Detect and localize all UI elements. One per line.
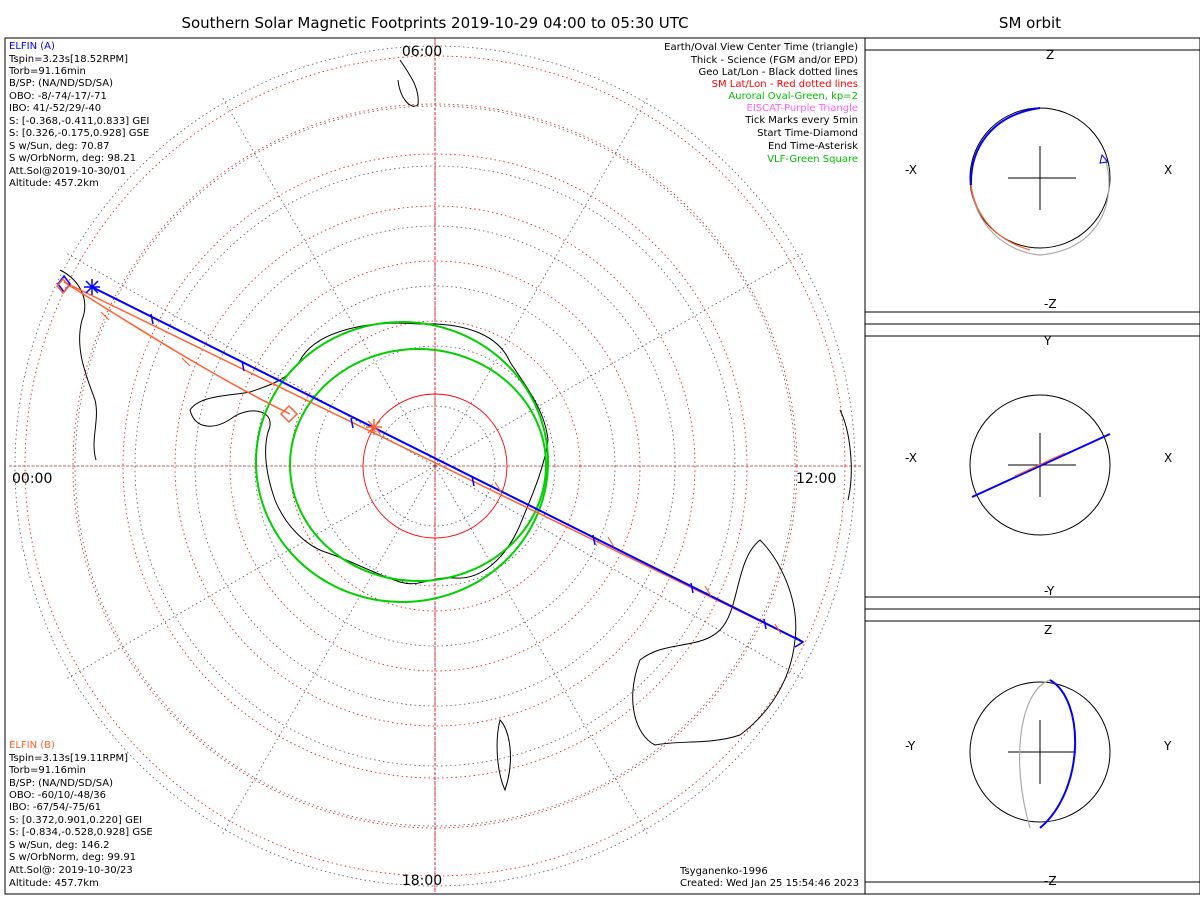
elfin-b-start-diamond (56, 277, 70, 295)
elfin-b-line: Altitude: 457.7km (9, 878, 99, 889)
elfin-a-line: Tspin=3.23s[18.52RPM] (8, 54, 128, 65)
mlt-label-top: 06:00 (402, 44, 442, 60)
elfin-a-end-asterisk (84, 279, 100, 295)
elfin-a-line: IBO: 41/-52/29/-40 (9, 103, 101, 114)
axis-label-left: -Y (905, 739, 916, 753)
legend: Earth/Oval View Center Time (triangle) T… (664, 42, 858, 165)
orbit-panel-yz: Z -Z -Y Y (865, 620, 1200, 888)
axis-label-bottom: -Z (1044, 874, 1057, 888)
earth-circle (969, 394, 1111, 536)
orbit-panel-xz: Z -Z -X X (865, 48, 1200, 313)
orbit-title: SM orbit (999, 14, 1061, 32)
auroral-oval-inner (289, 348, 547, 582)
orbit-panel-xy-frame (864, 323, 1200, 610)
elfin-b-line: Tspin=3.13s[19.11RPM] (8, 753, 128, 764)
orbit-path-gray (1018, 679, 1051, 829)
axis-label-left: -X (905, 451, 917, 465)
elfin-b-line: OBO: -60/10/-48/36 (9, 790, 106, 801)
orbit-panel-xy: Y -Y -X X (865, 334, 1200, 598)
elfin-b-line: Torb=91.16min (8, 765, 86, 776)
mlt-label-bottom: 18:00 (402, 873, 442, 889)
created-label: Created: Wed Jan 25 15:54:46 2023 (680, 878, 859, 889)
axis-label-right: X (1164, 163, 1172, 177)
elfin-a-line: OBO: -8/-74/-17/-71 (9, 91, 107, 102)
elfin-b-track-1 (63, 281, 804, 643)
elfin-b-track-2 (63, 281, 291, 415)
axis-label-right: Y (1163, 739, 1172, 753)
auroral-oval-outer (255, 321, 549, 603)
elfin-a-line: Att.Sol@2019-10-30/01 (9, 166, 126, 177)
orbit-path-blue (971, 433, 1111, 498)
axis-label-left: -X (905, 163, 917, 177)
legend-item: Auroral Oval-Green, kp=2 (728, 91, 858, 102)
polar-map (9, 38, 861, 894)
elfin-b-line: S: [0.372,0.901,0.220] GEI (9, 815, 142, 826)
orbit-path-orange (970, 184, 1031, 251)
elfin-a-line: B/SP: (NA/ND/SD/SA) (9, 78, 113, 89)
axis-label-top: Z (1046, 48, 1054, 62)
axis-label-right: X (1164, 451, 1172, 465)
legend-item: SM Lat/Lon - Red dotted lines (712, 79, 858, 90)
elfin-a-line: S w/Sun, deg: 70.87 (9, 141, 109, 152)
legend-item: Thick - Science (FGM and/or EPD) (690, 55, 858, 66)
axis-label-bottom: -Y (1044, 584, 1055, 598)
legend-item: Start Time-Diamond (757, 128, 858, 139)
axis-label-bottom: -Z (1044, 297, 1057, 311)
elfin-b-line: S: [-0.834,-0.528,0.928] GSE (9, 827, 153, 838)
legend-item: VLF-Green Square (767, 154, 858, 165)
legend-item: EISCAT-Purple Triangle (747, 103, 859, 114)
orbit-path-gray (970, 157, 1110, 256)
elfin-b-end-asterisk (366, 419, 382, 435)
south-america-coastline (59, 269, 97, 461)
legend-item: Earth/Oval View Center Time (triangle) (664, 42, 858, 53)
elfin-a-center-triangle (794, 636, 805, 648)
elfin-a-line: S w/OrbNorm, deg: 98.21 (9, 153, 136, 164)
elfin-a-info: ELFIN (A) Tspin=3.23s[18.52RPM] Torb=91.… (8, 41, 149, 189)
tasmania-coastline (496, 719, 511, 792)
orbit-path-blue (1039, 679, 1076, 829)
elfin-a-ticks (150, 313, 767, 630)
legend-item: Tick Marks every 5min (744, 115, 858, 126)
orbit-center-triangle (1099, 153, 1109, 164)
orbit-panel-xz-frame (864, 37, 1200, 325)
elfin-b-line: IBO: -67/54/-75/61 (9, 802, 101, 813)
elfin-a-track (91, 286, 804, 643)
elfin-a-line: Torb=91.16min (8, 66, 86, 77)
elfin-a-name: ELFIN (A) (9, 41, 55, 52)
elfin-b-line: S w/Sun, deg: 146.2 (9, 840, 109, 851)
orbit-path-blue (969, 107, 1041, 186)
elfin-b-line: Att.Sol@: 2019-10-30/23 (9, 865, 133, 876)
new-zealand-coastline (839, 409, 852, 501)
earth-circle (969, 681, 1111, 823)
legend-item: End Time-Asterisk (768, 141, 858, 152)
model-label: Tsyganenko-1996 (679, 866, 768, 877)
elfin-a-line: Altitude: 457.2km (9, 178, 99, 189)
elfin-b-track2-end-diamond (279, 404, 299, 424)
legend-item: Geo Lat/Lon - Black dotted lines (699, 67, 858, 78)
orbit-path-orange (1014, 452, 1066, 477)
axis-label-top: Z (1044, 623, 1052, 637)
axis-label-top: Y (1043, 334, 1052, 348)
mlt-label-right: 12:00 (796, 471, 836, 487)
elfin-b-ticks (100, 311, 782, 635)
elfin-b-info: ELFIN (B) Tspin=3.13s[19.11RPM] Torb=91.… (8, 740, 153, 889)
mlt-label-left: 00:00 (12, 471, 52, 487)
elfin-b-name: ELFIN (B) (9, 740, 55, 751)
orbit-panel-yz-frame (864, 608, 1200, 895)
elfin-a-line: S: [0.326,-0.175,0.928] GSE (9, 128, 149, 139)
africa-tip-coastline (397, 59, 419, 107)
elfin-b-line: B/SP: (NA/ND/SD/SA) (9, 778, 113, 789)
elfin-a-line: S: [-0.368,-0.411,0.833] GEI (9, 116, 149, 127)
figure-title: Southern Solar Magnetic Footprints 2019-… (181, 14, 688, 32)
australia-coastline (632, 539, 797, 746)
elfin-b-line: S w/OrbNorm, deg: 99.91 (9, 852, 136, 863)
